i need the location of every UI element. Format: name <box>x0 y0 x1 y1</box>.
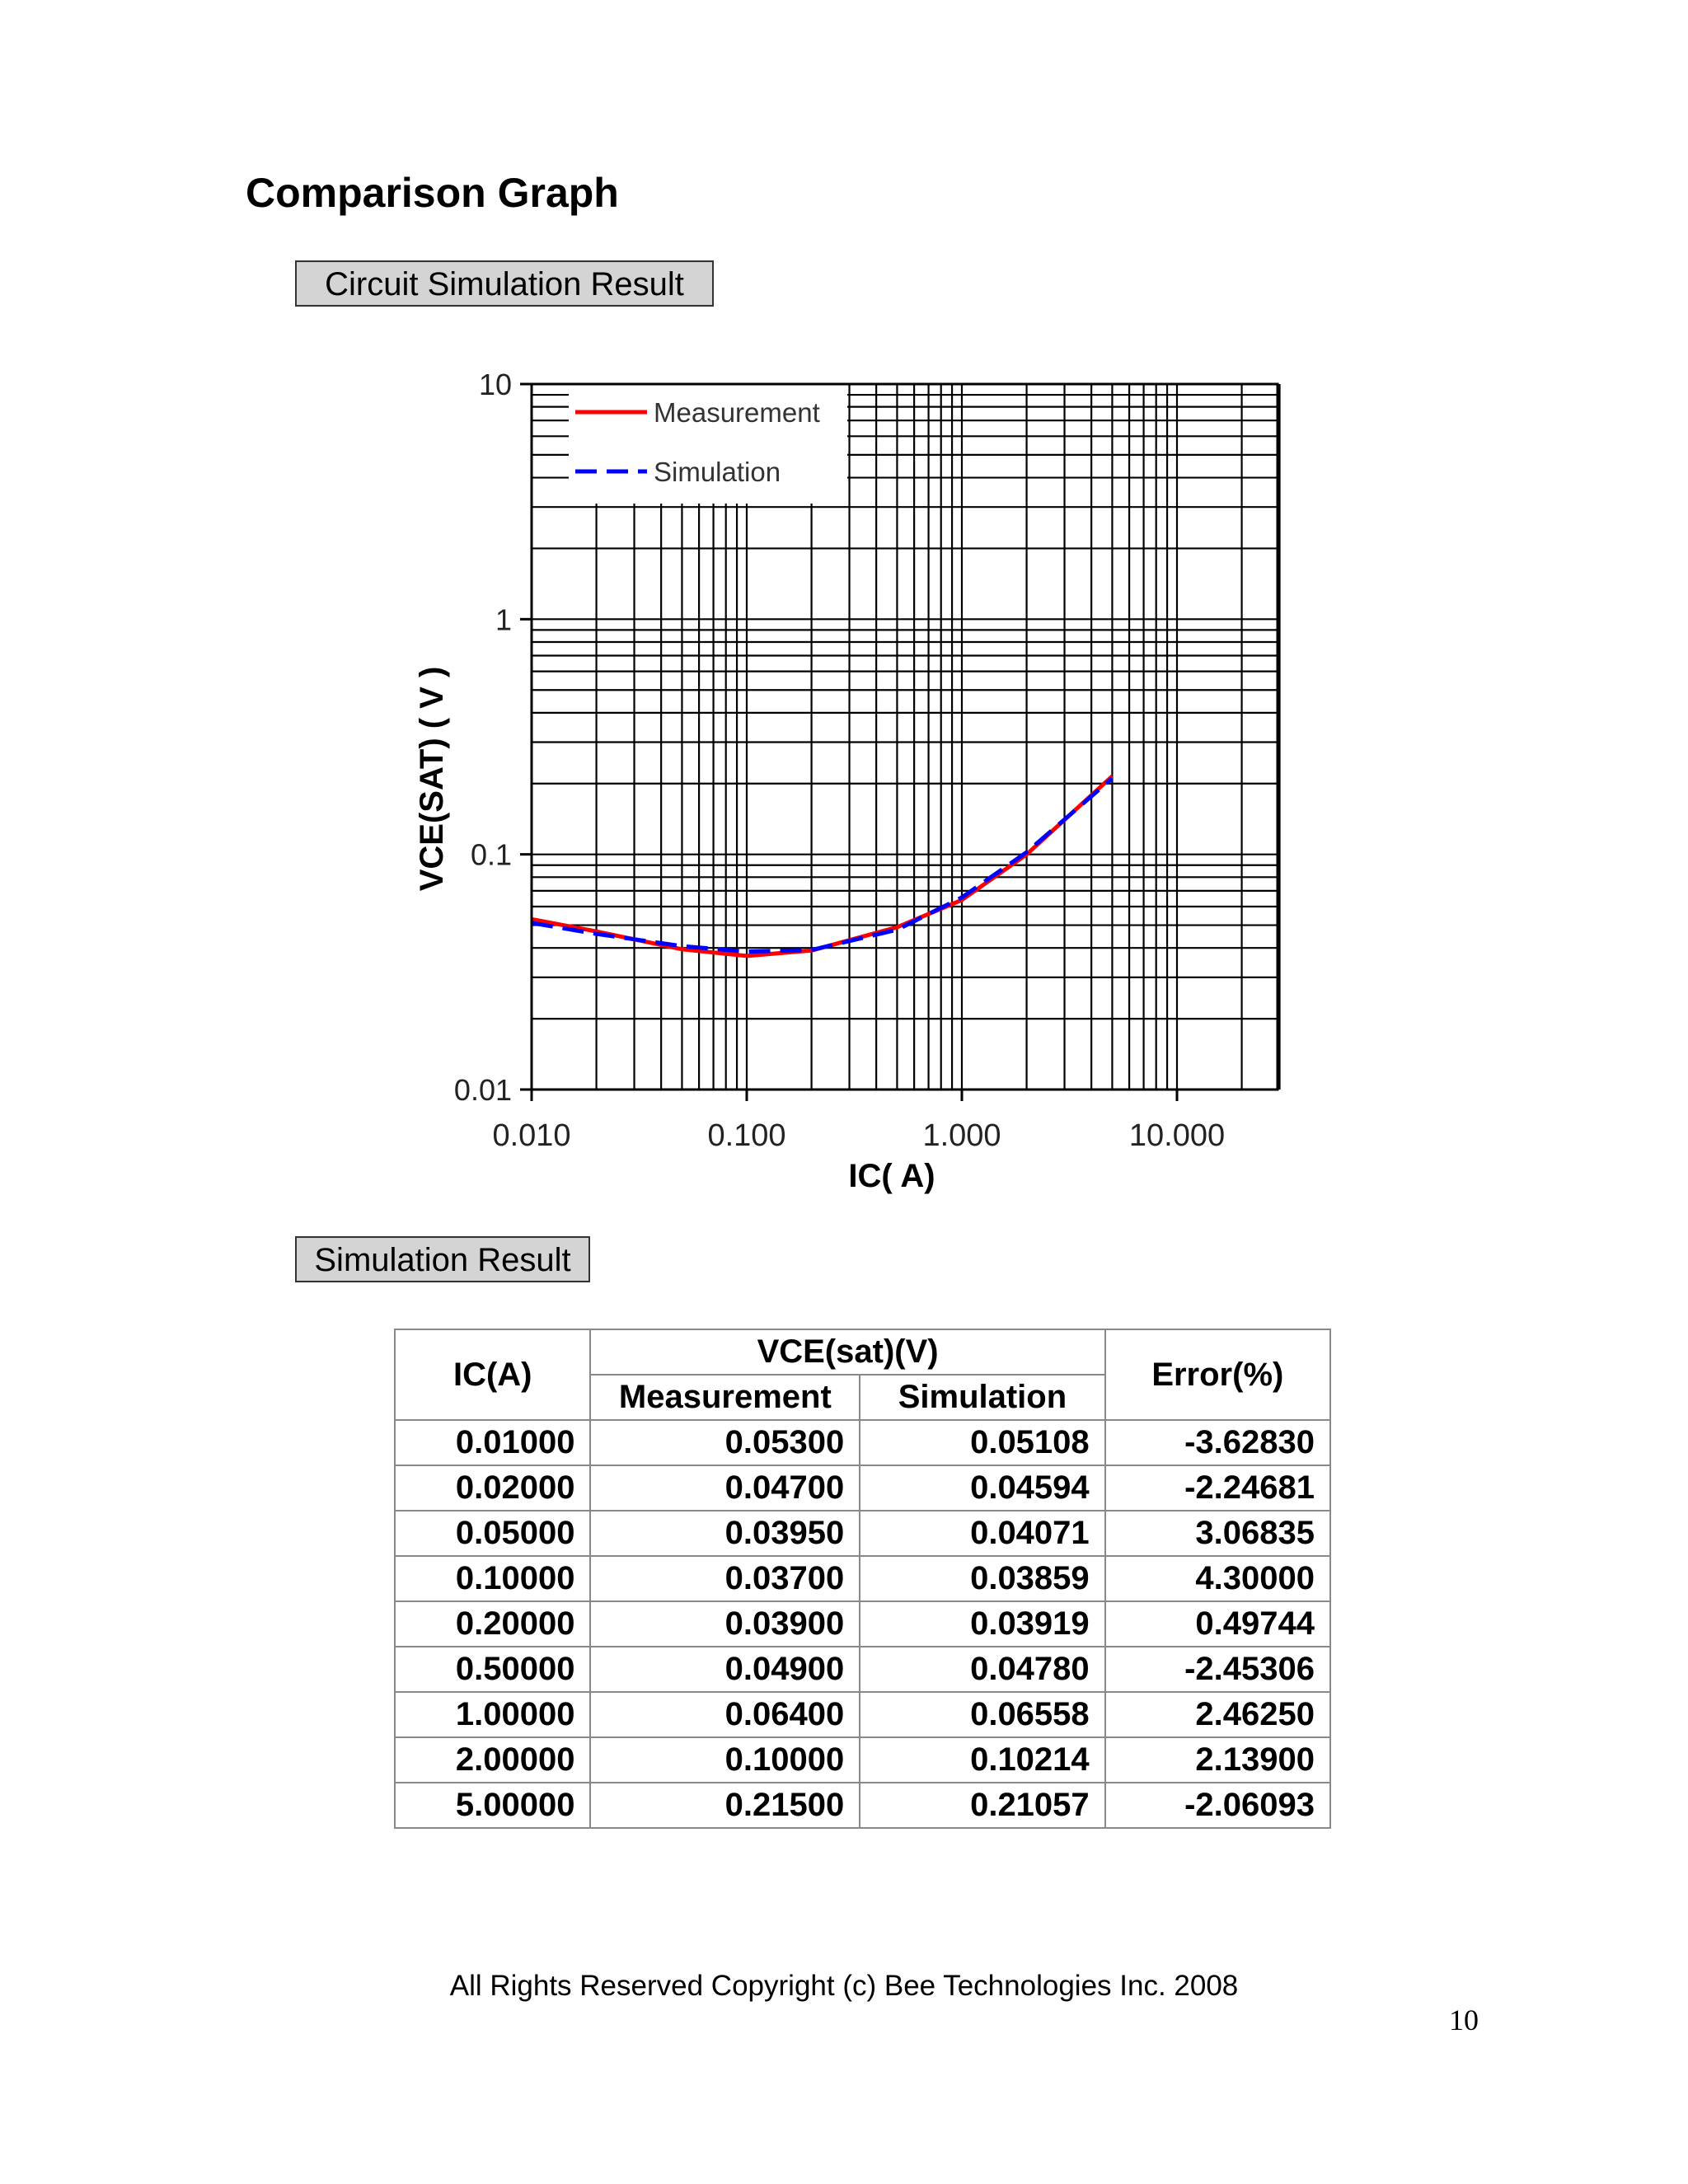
series-simulation <box>531 776 1114 954</box>
series-measurement <box>531 774 1114 958</box>
legend-label-measurement: Measurement <box>654 397 820 428</box>
error-cell: 3.06835 <box>1104 1510 1332 1557</box>
ic-cell: 0.20000 <box>393 1601 592 1647</box>
simulation-cell: 0.03919 <box>859 1601 1106 1647</box>
x-tick-label: 0.100 <box>707 1118 785 1153</box>
x-axis-label: IC( A) <box>848 1158 935 1194</box>
ic-cell: 0.05000 <box>393 1510 592 1557</box>
error-cell: 2.46250 <box>1104 1691 1332 1738</box>
chart-axis-ticks: 0.01 0.1 1 10 0.010 0.100 1.000 10.000 <box>454 368 1225 1153</box>
vce-sat-vs-ic-chart: 0.01 0.1 1 10 0.010 0.100 1.000 10.000 Measurem… <box>414 368 1281 1194</box>
error-cell: -3.62830 <box>1104 1419 1332 1466</box>
measurement-cell: 0.21500 <box>589 1782 861 1829</box>
error-cell: -2.06093 <box>1104 1782 1332 1829</box>
measurement-cell: 0.04900 <box>589 1646 861 1693</box>
error-cell: -2.45306 <box>1104 1646 1332 1693</box>
measurement-cell: 0.03900 <box>589 1601 861 1647</box>
table-row: 0.50000 0.04900 0.04780 -2.45306 <box>393 1646 1332 1693</box>
simulation-cell: 0.04071 <box>859 1510 1106 1557</box>
measurement-cell: 0.06400 <box>589 1691 861 1738</box>
measurement-cell: 0.04700 <box>589 1465 861 1511</box>
header-measurement: Measurement <box>589 1374 861 1421</box>
error-cell: 0.49744 <box>1104 1601 1332 1647</box>
ic-cell: 0.02000 <box>393 1465 592 1511</box>
y-axis-label: VCE(SAT) ( V ) <box>414 667 450 892</box>
simulation-cell: 0.04594 <box>859 1465 1106 1511</box>
copyright-footer: All Rights Reserved Copyright (c) Bee Te… <box>449 1970 1239 2002</box>
header-error: Error(%) <box>1104 1329 1332 1421</box>
error-cell: -2.24681 <box>1104 1465 1332 1511</box>
measurement-cell: 0.05300 <box>589 1419 861 1466</box>
table-row: 5.00000 0.21500 0.21057 -2.06093 <box>393 1782 1332 1829</box>
header-simulation: Simulation <box>859 1374 1106 1421</box>
ic-cell: 1.00000 <box>393 1691 592 1738</box>
table-row: 2.00000 0.10000 0.10214 2.13900 <box>393 1736 1332 1783</box>
simulation-cell: 0.06558 <box>859 1691 1106 1738</box>
table-row: 0.10000 0.03700 0.03859 4.30000 <box>393 1555 1332 1602</box>
chart-legend: Measurement Simulation <box>575 397 820 487</box>
table-row: 0.05000 0.03950 0.04071 3.06835 <box>393 1510 1332 1557</box>
table-row: 1.00000 0.06400 0.06558 2.46250 <box>393 1691 1332 1738</box>
chart-legend-background <box>569 384 847 504</box>
header-vce-group: VCE(sat)(V) <box>589 1329 1106 1376</box>
error-cell: 2.13900 <box>1104 1736 1332 1783</box>
ic-cell: 0.01000 <box>393 1419 592 1466</box>
simulation-cell: 0.04780 <box>859 1646 1106 1693</box>
simulation-cell: 0.21057 <box>859 1782 1106 1829</box>
y-tick-label: 1 <box>495 602 512 636</box>
x-tick-label: 0.010 <box>492 1118 570 1153</box>
x-tick-label: 10.000 <box>1129 1118 1225 1153</box>
error-cell: 4.30000 <box>1104 1555 1332 1602</box>
simulation-cell: 0.10214 <box>859 1736 1106 1783</box>
ic-cell: 0.10000 <box>393 1555 592 1602</box>
chart-plot-frame <box>530 382 1279 1091</box>
header-ic: IC(A) <box>393 1329 592 1421</box>
simulation-result-label: Simulation Result <box>295 1236 590 1282</box>
simulation-cell: 0.05108 <box>859 1419 1106 1466</box>
page-number: 10 <box>1449 2004 1479 2036</box>
table-row: 0.02000 0.04700 0.04594 -2.24681 <box>393 1465 1332 1511</box>
table-row: 0.20000 0.03900 0.03919 0.49744 <box>393 1601 1332 1647</box>
legend-label-simulation: Simulation <box>654 457 781 487</box>
measurement-cell: 0.03700 <box>589 1555 861 1602</box>
ic-cell: 5.00000 <box>393 1782 592 1829</box>
y-tick-label: 0.1 <box>471 838 512 872</box>
ic-cell: 2.00000 <box>393 1736 592 1783</box>
y-tick-label: 0.01 <box>454 1073 512 1107</box>
y-tick-label: 10 <box>479 368 512 401</box>
circuit-simulation-result-label: Circuit Simulation Result <box>295 260 714 307</box>
x-tick-label: 1.000 <box>922 1118 1001 1153</box>
ic-cell: 0.50000 <box>393 1646 592 1693</box>
simulation-cell: 0.03859 <box>859 1555 1106 1602</box>
measurement-cell: 0.10000 <box>589 1736 861 1783</box>
chart-series-layer <box>531 774 1114 958</box>
table-row: 0.01000 0.05300 0.05108 -3.62830 <box>393 1419 1332 1466</box>
page-title: Comparison Graph <box>246 170 619 216</box>
simulation-result-table: IC(A) VCE(sat)(V) Error(%) Measurement S… <box>393 1329 1332 1829</box>
measurement-cell: 0.03950 <box>589 1510 861 1557</box>
